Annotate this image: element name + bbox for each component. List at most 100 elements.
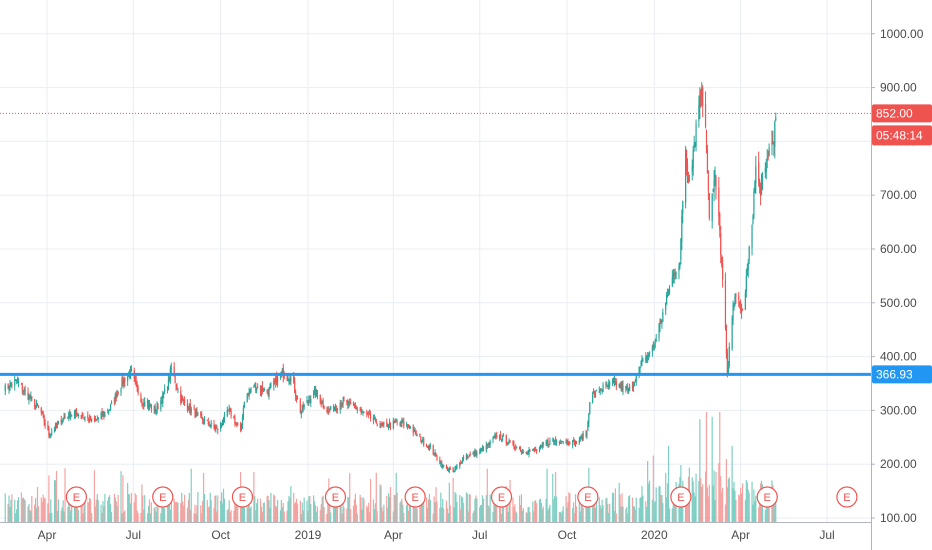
volume-bar — [40, 497, 42, 522]
volume-bar — [356, 513, 358, 522]
candle-body — [421, 441, 423, 444]
candle-body — [754, 181, 756, 193]
candle-body — [181, 398, 183, 403]
volume-bar — [747, 489, 749, 522]
volume-bar — [499, 506, 501, 522]
volume-bar — [43, 497, 45, 522]
candle-body — [401, 421, 403, 424]
volume-bar — [63, 511, 65, 522]
volume-bar — [226, 510, 228, 522]
volume-bar — [759, 496, 761, 522]
volume-bar — [340, 502, 342, 522]
candle-body — [725, 326, 728, 355]
volume-bar — [574, 494, 577, 522]
candle-body — [728, 346, 730, 366]
earnings-marker[interactable]: E — [836, 486, 858, 508]
candle-body — [76, 415, 78, 417]
volume-bar — [174, 501, 176, 522]
candle-body — [208, 424, 210, 426]
candle-body — [353, 406, 356, 408]
volume-bar — [254, 496, 256, 522]
volume-bar — [468, 494, 470, 522]
candle-body — [460, 461, 462, 464]
candle-body — [559, 442, 561, 444]
volume-bar — [406, 504, 408, 522]
candle-body — [155, 411, 157, 413]
candle-body — [578, 440, 580, 444]
candle-body — [765, 163, 767, 173]
candle-body — [532, 449, 534, 451]
volume-bar — [332, 497, 335, 522]
volume-bar — [621, 493, 623, 522]
candle-body — [525, 451, 527, 454]
earnings-marker[interactable]: E — [231, 486, 254, 508]
volume-bar — [234, 498, 236, 522]
volume-bar — [103, 506, 105, 522]
earnings-marker[interactable]: E — [404, 486, 426, 508]
volume-bar — [383, 504, 385, 522]
earnings-marker[interactable]: E — [756, 486, 778, 508]
volume-bar — [532, 501, 534, 522]
candle-body — [135, 380, 137, 384]
candle-body — [61, 420, 63, 423]
candle-body — [56, 423, 59, 426]
volume-bar — [366, 505, 368, 522]
volume-bar — [293, 492, 295, 522]
candle-body — [632, 384, 635, 389]
volume-bar — [600, 508, 602, 522]
candle-body — [164, 388, 166, 392]
candle-body — [333, 407, 336, 410]
earnings-marker[interactable]: E — [670, 486, 692, 508]
candle-body — [84, 416, 86, 419]
candle-body — [476, 452, 478, 456]
candle-body — [539, 445, 542, 448]
earnings-marker-label: E — [764, 492, 771, 504]
candle-body — [113, 400, 115, 402]
candle-body — [519, 447, 522, 452]
candle-body — [693, 144, 695, 148]
volume-bar — [294, 503, 296, 522]
candle-body — [108, 411, 110, 414]
candle-body — [608, 382, 610, 388]
candle-body — [535, 449, 537, 451]
earnings-marker[interactable]: E — [490, 486, 513, 508]
volume-bar — [175, 502, 177, 522]
volume-bar — [758, 507, 760, 522]
volume-bar — [16, 500, 19, 522]
volume-bar — [8, 495, 10, 522]
volume-bar — [395, 472, 397, 522]
candle-body — [406, 424, 409, 427]
candle-body — [641, 360, 643, 362]
candle-body — [293, 375, 295, 383]
candle-body — [54, 424, 57, 430]
volume-bar — [592, 499, 594, 522]
volume-bar — [620, 506, 622, 522]
candle-body — [393, 420, 395, 422]
candle-body — [246, 394, 248, 403]
candle-body — [715, 176, 717, 190]
volume-bar — [150, 502, 152, 522]
candle-body — [553, 439, 555, 442]
candle-body — [721, 257, 723, 265]
earnings-marker[interactable]: E — [324, 486, 347, 508]
volume-bar — [274, 495, 276, 522]
volume-bar — [726, 487, 728, 522]
volume-bar — [154, 506, 156, 522]
candle-body — [101, 412, 103, 417]
candle-body — [738, 296, 740, 301]
last-price-tag-bg — [872, 104, 932, 123]
volume-bar — [562, 506, 564, 522]
earnings-marker[interactable]: E — [152, 486, 174, 508]
volume-bar — [84, 492, 86, 522]
volume-bar — [214, 495, 216, 522]
volume-bar — [116, 505, 118, 522]
candle-body — [442, 464, 444, 467]
earnings-marker[interactable]: E — [65, 486, 88, 508]
volume-bar — [427, 499, 430, 522]
bar-countdown-tag-bg — [872, 125, 932, 146]
candle-body — [705, 130, 708, 153]
earnings-marker[interactable]: E — [577, 486, 599, 508]
volume-bar — [188, 492, 190, 522]
